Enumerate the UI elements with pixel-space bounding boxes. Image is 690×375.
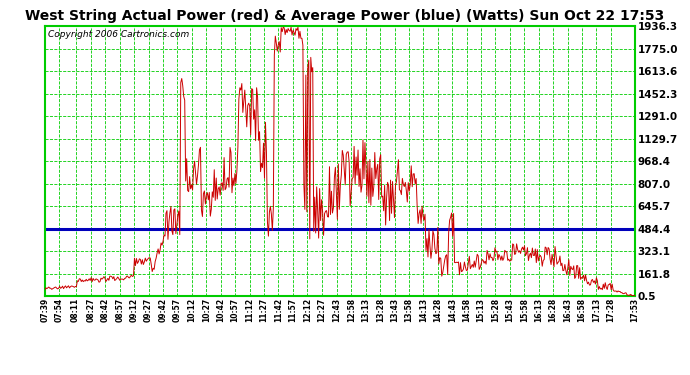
Text: Copyright 2006 Cartronics.com: Copyright 2006 Cartronics.com bbox=[48, 30, 189, 39]
Text: West String Actual Power (red) & Average Power (blue) (Watts) Sun Oct 22 17:53: West String Actual Power (red) & Average… bbox=[26, 9, 664, 23]
